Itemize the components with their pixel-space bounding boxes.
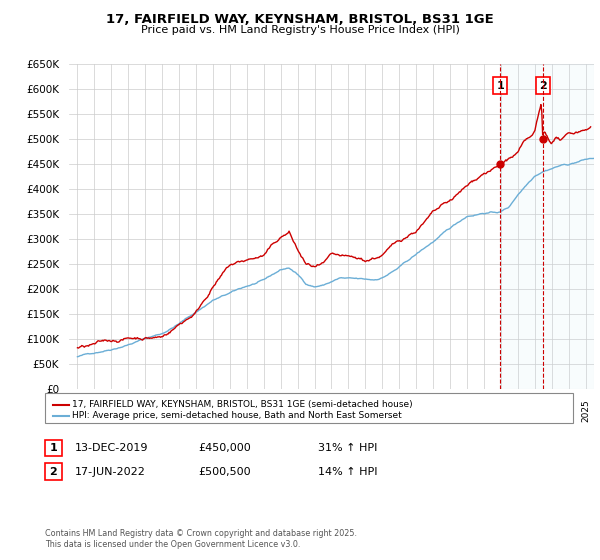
Bar [500,64,594,389]
Text: £500,500: £500,500 [198,466,251,477]
Text: 17, FAIRFIELD WAY, KEYNSHAM, BRISTOL, BS31 1GE (semi-detached house): 17, FAIRFIELD WAY, KEYNSHAM, BRISTOL, BS… [72,400,413,409]
Text: 2: 2 [50,466,57,477]
Text: Price paid vs. HM Land Registry's House Price Index (HPI): Price paid vs. HM Land Registry's House … [140,25,460,35]
Text: 2: 2 [539,81,547,91]
Text: £450,000: £450,000 [198,443,251,453]
Text: 31% ↑ HPI: 31% ↑ HPI [318,443,377,453]
Text: Contains HM Land Registry data © Crown copyright and database right 2025.
This d: Contains HM Land Registry data © Crown c… [45,529,357,549]
Text: 13-DEC-2019: 13-DEC-2019 [75,443,149,453]
Text: 17-JUN-2022: 17-JUN-2022 [75,466,146,477]
Text: 17, FAIRFIELD WAY, KEYNSHAM, BRISTOL, BS31 1GE: 17, FAIRFIELD WAY, KEYNSHAM, BRISTOL, BS… [106,13,494,26]
Text: HPI: Average price, semi-detached house, Bath and North East Somerset: HPI: Average price, semi-detached house,… [72,411,402,420]
Text: 1: 1 [50,443,57,453]
Text: 1: 1 [496,81,504,91]
Text: 14% ↑ HPI: 14% ↑ HPI [318,466,377,477]
